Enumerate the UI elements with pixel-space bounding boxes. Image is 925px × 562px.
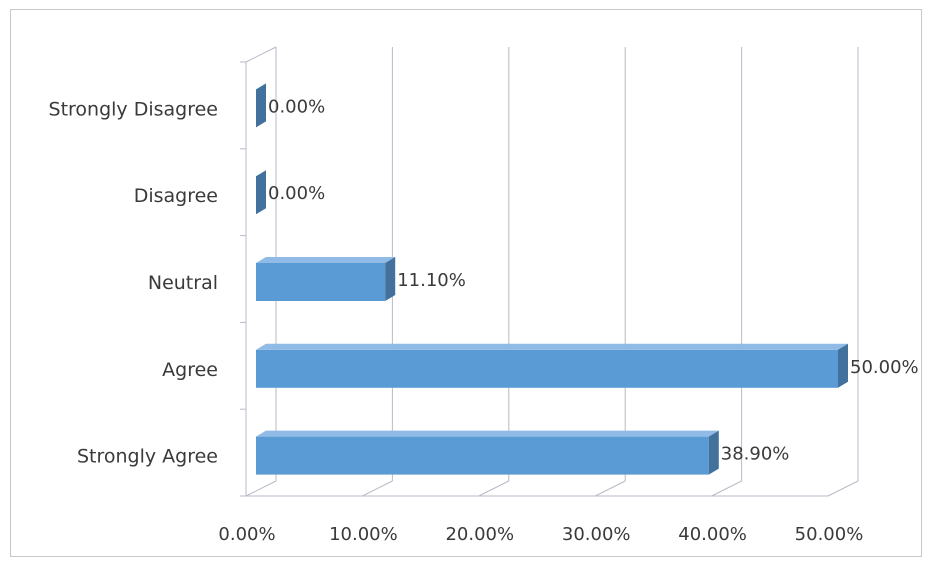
bar-top <box>256 343 848 350</box>
x-tick-label: 40.00% <box>678 524 747 545</box>
category-label: Neutral <box>148 272 218 294</box>
floor-gridline <box>362 480 393 497</box>
data-label: 38.90% <box>721 444 790 465</box>
bars <box>256 83 848 475</box>
data-label: 11.10% <box>397 270 466 291</box>
category-label: Agree <box>162 359 218 381</box>
bar-side <box>838 343 848 388</box>
bar-side <box>708 430 719 475</box>
x-tick-label: 50.00% <box>795 524 864 545</box>
category-labels: Strongly Disagree Disagree Neutral Agree Str… <box>49 98 218 467</box>
floor-gridline <box>827 480 859 497</box>
bar-strongly-disagree <box>256 83 266 128</box>
floor-gridline <box>478 480 510 497</box>
floor-gridline <box>711 480 742 497</box>
bar-front <box>256 436 709 475</box>
x-tick-labels: 0.00% 10.00% 20.00% 30.00% 40.00% 50.00% <box>218 524 863 545</box>
bar-front <box>256 349 838 388</box>
floor-gridline <box>594 480 626 497</box>
data-label: 0.00% <box>268 96 325 117</box>
category-label: Strongly Agree <box>77 446 218 468</box>
x-tick-label: 0.00% <box>218 524 275 545</box>
data-label: 0.00% <box>268 183 325 204</box>
category-label: Disagree <box>134 185 218 207</box>
category-label: Strongly Disagree <box>49 98 218 120</box>
x-tick-label: 20.00% <box>445 524 514 545</box>
gridlines <box>245 47 859 497</box>
x-tick-label: 30.00% <box>562 524 631 545</box>
axes <box>240 46 828 497</box>
bar-agree <box>256 343 848 388</box>
bar-side <box>256 83 266 128</box>
bar-top <box>256 257 396 263</box>
data-label: 50.00% <box>850 357 919 378</box>
wall-edge-top <box>245 46 277 63</box>
bar-neutral <box>256 257 396 301</box>
bar-front <box>256 263 386 301</box>
floor-gridline <box>245 480 277 497</box>
x-tick-label: 10.00% <box>329 524 398 545</box>
bar-disagree <box>256 170 266 215</box>
bar-side <box>385 257 396 301</box>
bar-top <box>256 430 719 437</box>
bar-strongly-agree <box>256 430 719 475</box>
data-labels: 0.00% 0.00% 11.10% 50.00% 38.90% <box>268 96 919 464</box>
bar-side <box>256 170 266 215</box>
